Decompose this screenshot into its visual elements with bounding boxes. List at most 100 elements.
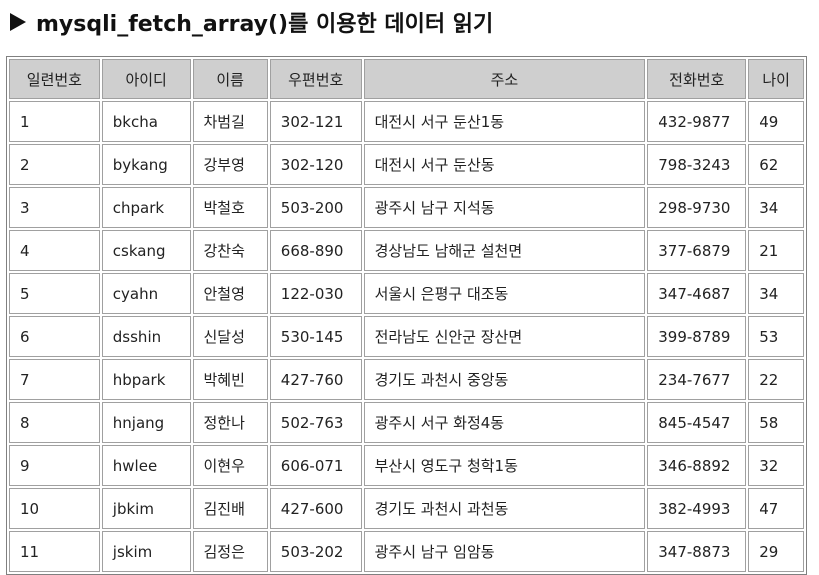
table-row: 11 jskim 김정은 503-202 광주시 남구 임암동 347-8873 29: [9, 531, 804, 572]
cell-zipcode: 503-202: [269, 531, 362, 572]
cell-name: 이현우: [192, 445, 268, 486]
cell-name: 안철영: [192, 273, 268, 314]
table-row: 9 hwlee 이현우 606-071 부산시 영도구 청학1동 346-8892 32: [9, 445, 804, 486]
table-row: 3 chpark 박철호 503-200 광주시 남구 지석동 298-9730 34: [9, 187, 804, 228]
cell-address: 서울시 은평구 대조동: [363, 273, 646, 314]
cell-phone: 347-8873: [647, 531, 747, 572]
table-row: 5 cyahn 안철영 122-030 서울시 은평구 대조동 347-4687 34: [9, 273, 804, 314]
cell-name: 박철호: [192, 187, 268, 228]
cell-phone: 346-8892: [647, 445, 747, 486]
cell-name: 강부영: [192, 144, 268, 185]
header-age: 나이: [748, 59, 804, 99]
cell-name: 김정은: [192, 531, 268, 572]
header-id: 아이디: [101, 59, 191, 99]
cell-address: 광주시 서구 화정4동: [363, 402, 646, 443]
cell-age: 22: [748, 359, 804, 400]
cell-address: 경기도 과천시 중앙동: [363, 359, 646, 400]
cell-serial: 5: [9, 273, 100, 314]
cell-address: 대전시 서구 둔산동: [363, 144, 646, 185]
cell-age: 21: [748, 230, 804, 271]
cell-id: hwlee: [101, 445, 191, 486]
cell-age: 62: [748, 144, 804, 185]
cell-id: jskim: [101, 531, 191, 572]
cell-zipcode: 122-030: [269, 273, 362, 314]
header-zipcode: 우편번호: [269, 59, 362, 99]
cell-zipcode: 668-890: [269, 230, 362, 271]
cell-age: 34: [748, 187, 804, 228]
cell-id: cskang: [101, 230, 191, 271]
cell-phone: 298-9730: [647, 187, 747, 228]
cell-name: 차범길: [192, 101, 268, 142]
cell-id: dsshin: [101, 316, 191, 357]
cell-serial: 9: [9, 445, 100, 486]
cell-zipcode: 530-145: [269, 316, 362, 357]
table-header-row: 일련번호 아이디 이름 우편번호 주소 전화번호 나이: [9, 59, 804, 99]
cell-serial: 3: [9, 187, 100, 228]
cell-id: jbkim: [101, 488, 191, 529]
cell-phone: 798-3243: [647, 144, 747, 185]
table-row: 2 bykang 강부영 302-120 대전시 서구 둔산동 798-3243 62: [9, 144, 804, 185]
cell-serial: 11: [9, 531, 100, 572]
play-triangle-icon: [10, 13, 26, 31]
cell-id: bkcha: [101, 101, 191, 142]
cell-name: 신달성: [192, 316, 268, 357]
cell-age: 29: [748, 531, 804, 572]
cell-phone: 432-9877: [647, 101, 747, 142]
cell-age: 58: [748, 402, 804, 443]
cell-zipcode: 427-600: [269, 488, 362, 529]
table-row: 10 jbkim 김진배 427-600 경기도 과천시 과천동 382-4993 47: [9, 488, 804, 529]
cell-zipcode: 302-120: [269, 144, 362, 185]
cell-serial: 6: [9, 316, 100, 357]
cell-serial: 8: [9, 402, 100, 443]
cell-age: 49: [748, 101, 804, 142]
cell-id: cyahn: [101, 273, 191, 314]
cell-address: 광주시 남구 지석동: [363, 187, 646, 228]
cell-zipcode: 502-763: [269, 402, 362, 443]
cell-age: 32: [748, 445, 804, 486]
cell-address: 경상남도 남해군 설천면: [363, 230, 646, 271]
header-phone: 전화번호: [647, 59, 747, 99]
cell-age: 47: [748, 488, 804, 529]
cell-zipcode: 606-071: [269, 445, 362, 486]
header-address: 주소: [363, 59, 646, 99]
cell-address: 경기도 과천시 과천동: [363, 488, 646, 529]
cell-serial: 7: [9, 359, 100, 400]
table-row: 1 bkcha 차범길 302-121 대전시 서구 둔산1동 432-9877 49: [9, 101, 804, 142]
cell-id: hnjang: [101, 402, 191, 443]
cell-name: 김진배: [192, 488, 268, 529]
table-row: 6 dsshin 신달성 530-145 전라남도 신안군 장산면 399-8789 53: [9, 316, 804, 357]
cell-serial: 10: [9, 488, 100, 529]
cell-address: 부산시 영도구 청학1동: [363, 445, 646, 486]
cell-phone: 377-6879: [647, 230, 747, 271]
cell-serial: 1: [9, 101, 100, 142]
table-row: 8 hnjang 정한나 502-763 광주시 서구 화정4동 845-4547 58: [9, 402, 804, 443]
cell-phone: 234-7677: [647, 359, 747, 400]
cell-phone: 382-4993: [647, 488, 747, 529]
cell-age: 34: [748, 273, 804, 314]
cell-zipcode: 503-200: [269, 187, 362, 228]
cell-age: 53: [748, 316, 804, 357]
cell-phone: 399-8789: [647, 316, 747, 357]
cell-id: bykang: [101, 144, 191, 185]
header-name: 이름: [192, 59, 268, 99]
cell-zipcode: 427-760: [269, 359, 362, 400]
page-heading: mysqli_fetch_array()를 이용한 데이터 읽기: [10, 6, 493, 38]
cell-name: 강찬숙: [192, 230, 268, 271]
cell-phone: 347-4687: [647, 273, 747, 314]
cell-phone: 845-4547: [647, 402, 747, 443]
cell-serial: 4: [9, 230, 100, 271]
page-title: mysqli_fetch_array()를 이용한 데이터 읽기: [36, 12, 494, 37]
cell-zipcode: 302-121: [269, 101, 362, 142]
cell-name: 박혜빈: [192, 359, 268, 400]
cell-address: 대전시 서구 둔산1동: [363, 101, 646, 142]
cell-address: 전라남도 신안군 장산면: [363, 316, 646, 357]
table-row: 7 hbpark 박혜빈 427-760 경기도 과천시 중앙동 234-7677 22: [9, 359, 804, 400]
header-serial: 일련번호: [9, 59, 100, 99]
cell-name: 정한나: [192, 402, 268, 443]
table-row: 4 cskang 강찬숙 668-890 경상남도 남해군 설천면 377-6879 21: [9, 230, 804, 271]
cell-id: chpark: [101, 187, 191, 228]
member-table: 일련번호 아이디 이름 우편번호 주소 전화번호 나이 1 bkcha 차범길 302…: [6, 56, 807, 575]
cell-id: hbpark: [101, 359, 191, 400]
cell-serial: 2: [9, 144, 100, 185]
